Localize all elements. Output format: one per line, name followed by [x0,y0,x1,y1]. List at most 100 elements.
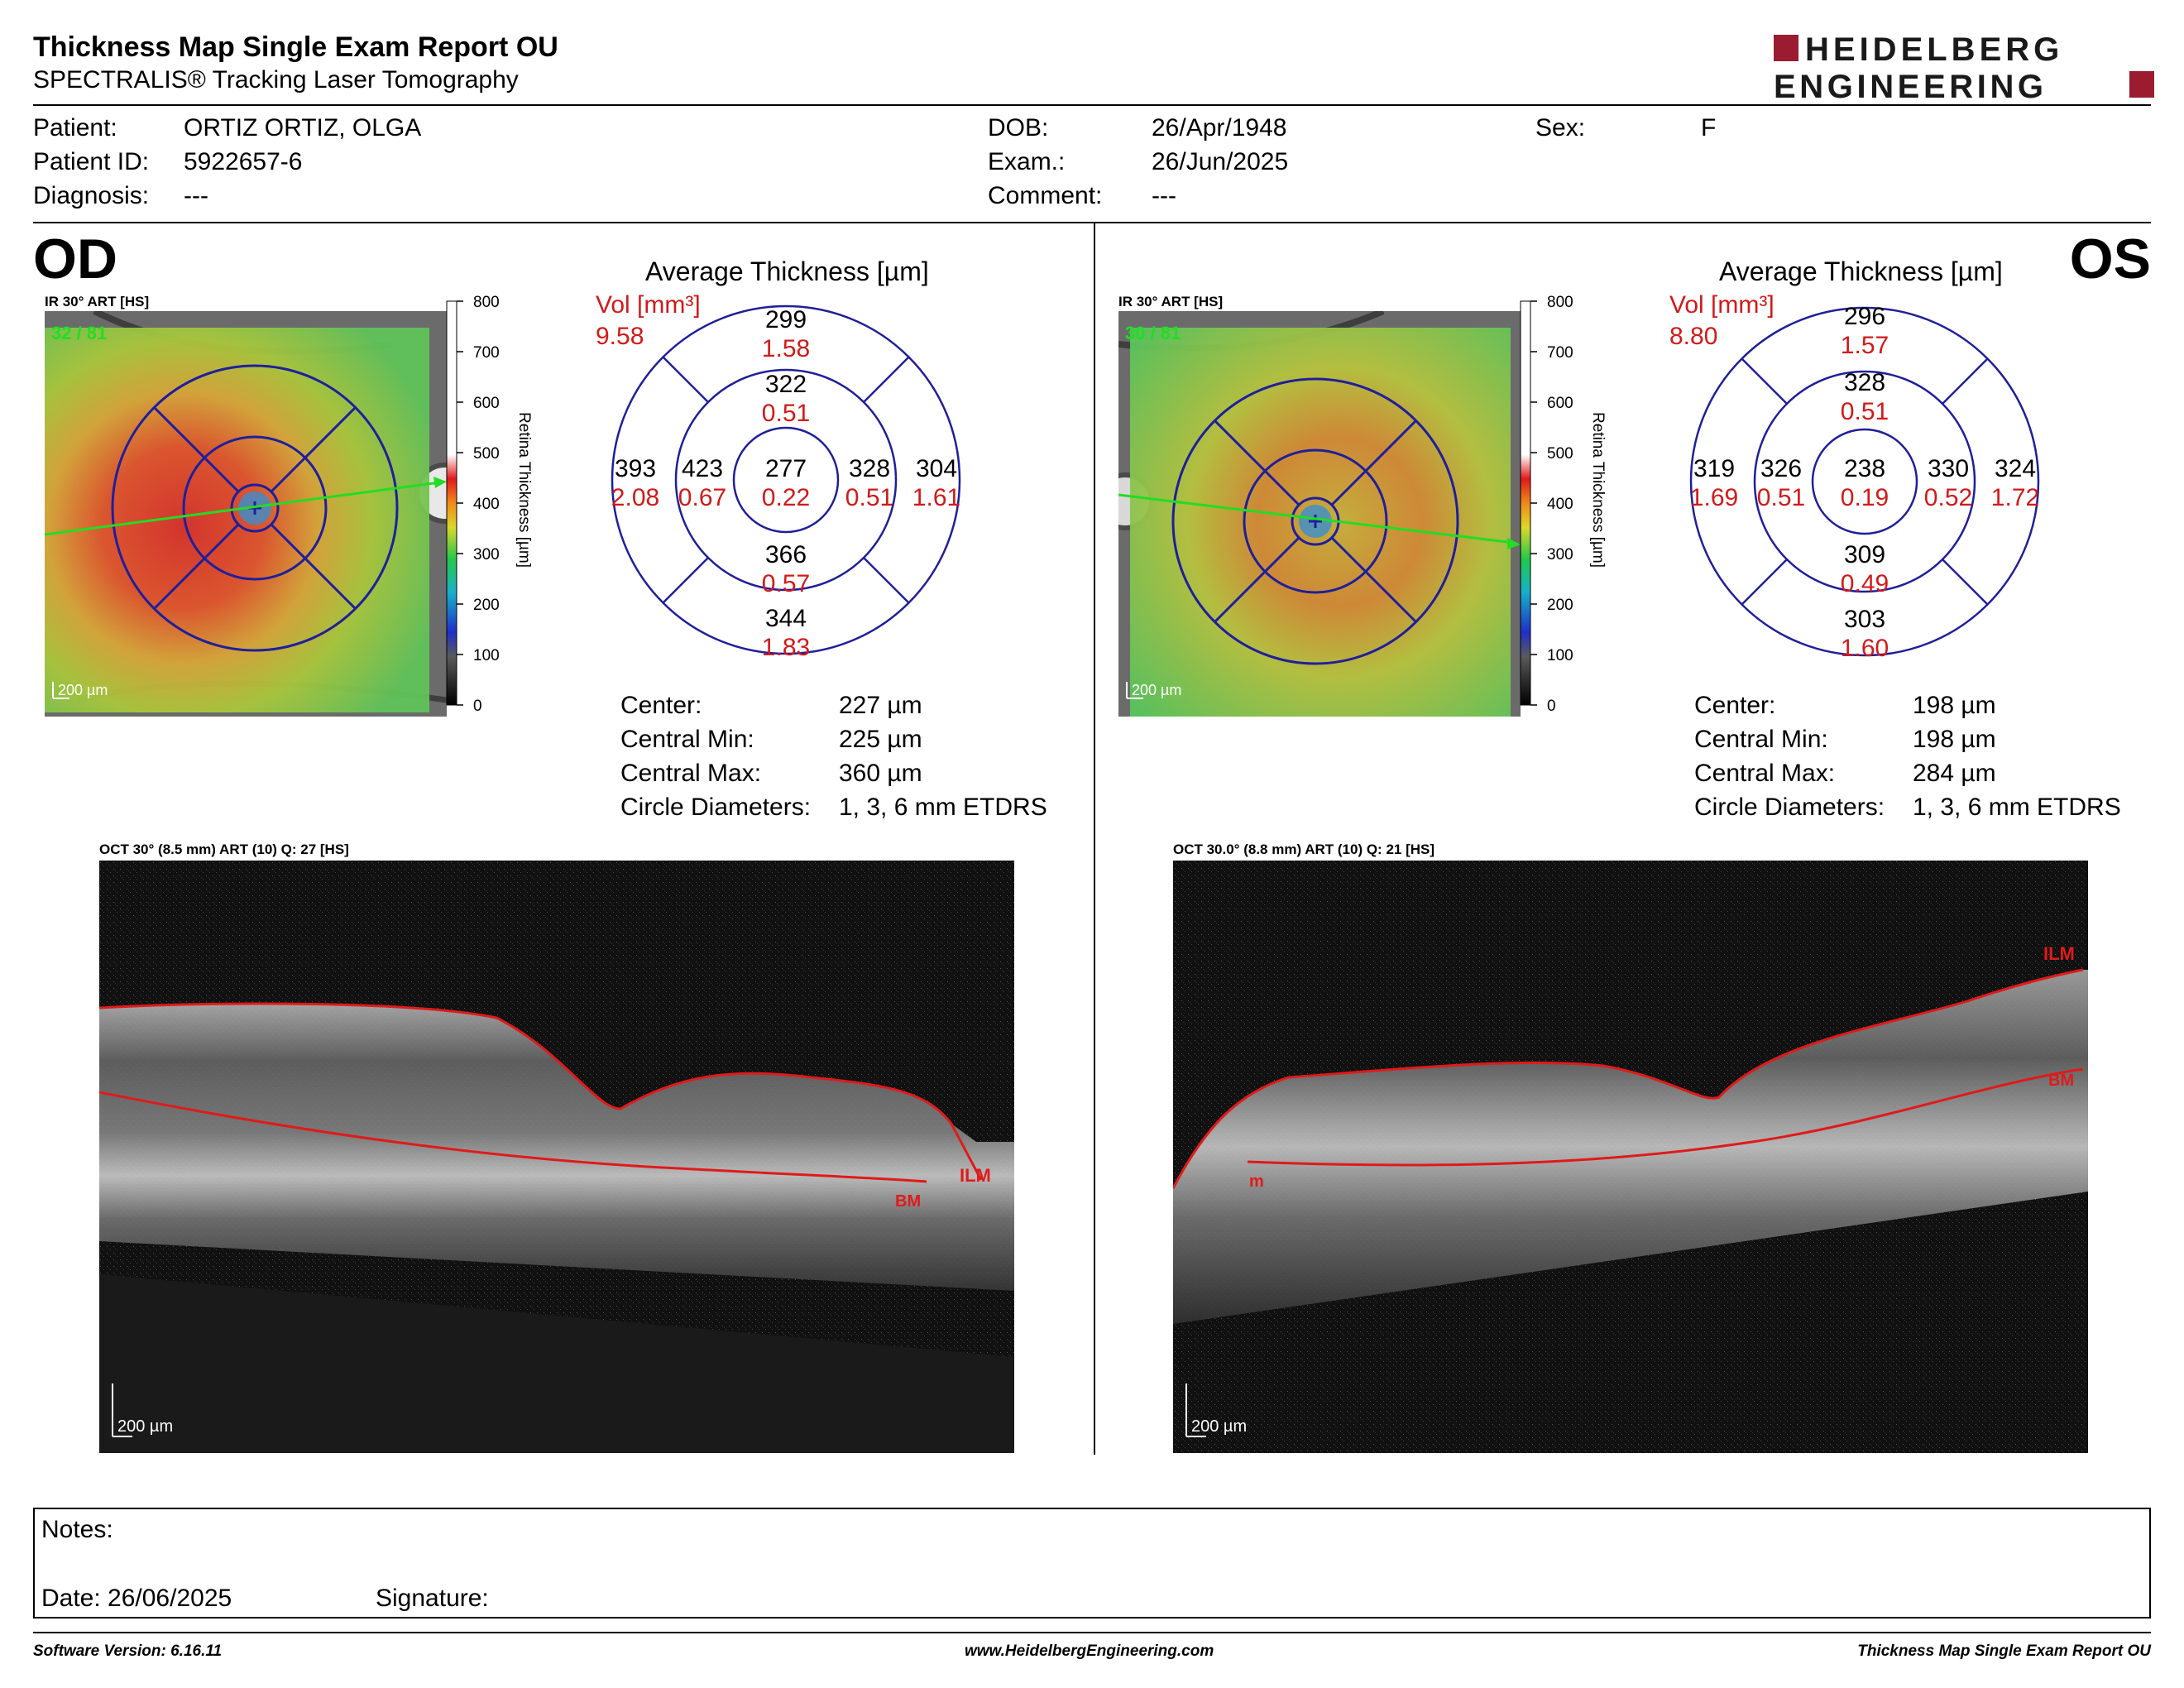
os-outer-inferior-thickness: 303 [1844,606,1885,633]
os-inner-superior-thickness: 328 [1844,369,1885,396]
od-inner-inferior-volume: 0.57 [762,570,810,597]
od-etdrs-grid: 299 1.58 322 0.51 393 2.08 423 0.67 277 … [611,305,961,661]
comment-label: Comment: [988,182,1103,209]
od-outer-nasal-volume: 2.08 [611,484,659,511]
od-center-volume: 0.22 [762,484,810,511]
od-stats: Center: 227 µm Central Min: 225 µm Central… [620,688,1047,824]
comment-value: --- [1152,182,1176,209]
od-scale-tick: 300 [473,546,500,563]
os-inner-superior-volume: 0.51 [1841,398,1889,425]
os-bm-label: BM [2048,1072,2074,1090]
os-outer-superior-volume: 1.57 [1841,332,1889,359]
os-scale-tick: 300 [1547,546,1573,563]
os-scale-tick: 800 [1547,294,1573,311]
eye-divider [1094,223,1095,1455]
od-eye-label: OD [33,228,117,290]
os-stat-label: Circle Diameters: [1694,794,1885,821]
od-bm-label: BM [895,1192,921,1211]
os-scale-tick: 400 [1547,496,1573,513]
od-scale-tick: 600 [473,395,500,412]
od-scale-tick: 200 [473,597,500,614]
os-scale-tick: 700 [1547,344,1573,362]
od-stat-value: 1, 3, 6 mm ETDRS [839,794,1047,821]
date-label: Date: 26/06/2025 [41,1585,232,1612]
od-outer-inferior-volume: 1.83 [762,634,810,661]
od-vol-label: Vol [mm³] [596,291,701,319]
os-scale-tick: 500 [1547,445,1573,463]
od-thickness-scale: 800 700 600 500 400 300 200 100 0 Retina… [446,294,533,715]
os-oct-scan: ILM BM m 200 µm [1173,861,2088,1453]
os-thickness-scale: 800 700 600 500 400 300 200 100 0 Retina… [1520,294,1607,715]
dob-label: DOB: [988,114,1049,141]
os-center-thickness: 238 [1844,455,1885,482]
os-outer-nasal-volume: 1.72 [1991,484,2039,511]
od-scale-tick: 700 [473,344,500,362]
od-scale-tick: 500 [473,445,500,463]
os-stats: Center: 198 µm Central Min: 198 µm Central… [1694,688,2121,824]
os-oct-label: OCT 30.0° (8.8 mm) ART (10) Q: 21 [HS] [1173,842,1435,857]
software-version: Software Version: 6.16.11 [33,1642,223,1660]
os-oct-scalebar: 200 µm [1191,1417,1247,1436]
od-stat-value: 225 µm [839,726,922,753]
logo-line2: ENGINEERING [1774,69,2048,103]
os-inner-temporal-thickness: 326 [1760,455,1802,482]
os-scale-tick: 200 [1547,597,1573,614]
os-scale-tick: 100 [1547,647,1573,664]
info-divider [33,222,2151,223]
footer-divider [33,1632,2151,1633]
od-scale-label: Retina Thickness [µm] [515,412,533,568]
sex-label: Sex: [1535,114,1586,141]
os-inner-inferior-volume: 0.49 [1841,570,1889,597]
os-stat-value: 198 µm [1913,726,1996,753]
od-inner-nasal-volume: 0.67 [678,484,726,511]
os-scale-tick: 0 [1547,698,1556,715]
os-outer-temporal-thickness: 319 [1693,455,1735,482]
od-inner-superior-thickness: 322 [765,371,807,398]
od-center-thickness: 277 [765,455,807,482]
od-vol-total: 9.58 [596,323,644,350]
od-fundus-label: IR 30° ART [HS] [45,294,150,309]
od-oct-scalebar: 200 µm [117,1417,173,1436]
signature-label: Signature: [376,1585,489,1612]
od-outer-inferior-thickness: 344 [765,605,807,632]
od-scale-tick: 800 [473,294,500,311]
od-outer-temporal-volume: 1.61 [912,484,960,511]
sex-value: F [1701,114,1717,141]
od-stat-label: Central Max: [620,760,762,787]
exam-label: Exam.: [988,148,1066,175]
heidelberg-logo: HEIDELBERG ENGINEERING [1774,31,2154,103]
os-scale-label: Retina Thickness [µm] [1589,412,1607,568]
os-center-volume: 0.19 [1841,484,1889,511]
diagnosis-value: --- [184,182,208,209]
report-title: Thickness Map Single Exam Report OU [33,31,558,63]
od-stat-label: Circle Diameters: [620,794,812,821]
od-oct-label: OCT 30° (8.5 mm) ART (10) Q: 27 [HS] [99,842,349,857]
os-outer-inferior-volume: 1.60 [1841,635,1889,662]
os-stat-label: Central Min: [1694,726,1828,753]
od-outer-temporal-thickness: 304 [916,455,957,482]
report-subtitle: SPECTRALIS® Tracking Laser Tomography [33,66,519,94]
patient-id: 5922657-6 [184,148,303,175]
od-outer-nasal-thickness: 393 [615,455,656,482]
os-stat-value: 198 µm [1913,692,1996,719]
footer-report-name: Thickness Map Single Exam Report OU [1857,1642,2151,1660]
od-stat-value: 360 µm [839,760,922,787]
notes-label: Notes: [41,1516,113,1543]
patient-id-label: Patient ID: [33,148,150,175]
od-stat-value: 227 µm [839,692,922,719]
os-stat-value: 284 µm [1913,760,1996,787]
exam-value: 26/Jun/2025 [1152,148,1289,175]
od-scale-tick: 0 [473,698,482,715]
dob-value: 26/Apr/1948 [1152,114,1287,141]
od-avg-title: Average Thickness [µm] [645,257,929,286]
od-fundus-image: 32 / 81 200 µm [45,311,447,717]
os-vol-total: 8.80 [1669,323,1718,350]
header-divider [33,104,2151,106]
os-vol-label: Vol [mm³] [1669,291,1774,319]
os-scale-tick: 600 [1547,395,1573,412]
os-eye-label: OS [2069,228,2151,290]
os-stat-value: 1, 3, 6 mm ETDRS [1913,794,2121,821]
website-link[interactable]: www.HeidelbergEngineering.com [965,1642,1214,1660]
od-scale-tick: 400 [473,496,500,513]
notes-box[interactable]: Notes: Date: 26/06/2025 Signature: [33,1508,2151,1618]
